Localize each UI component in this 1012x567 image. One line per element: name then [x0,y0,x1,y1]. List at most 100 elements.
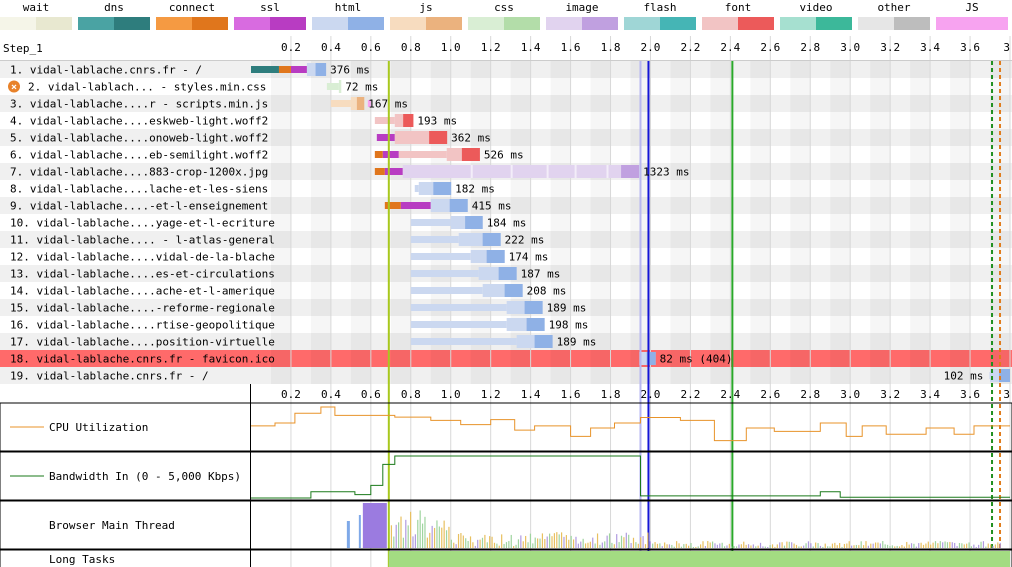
request-label: 7. vidal-lablache....883-crop-1200x.jpg [10,166,268,179]
main-thread-activity [664,542,666,548]
ssl-segment [290,66,307,73]
request-duration: 82 ms (404) [660,353,733,366]
request-duration: 72 ms [345,81,378,94]
main-thread-activity [731,546,733,548]
main-thread-activity [879,543,881,548]
main-thread-activity [747,544,750,548]
grid-column [870,61,890,384]
request-row: × [8,80,342,93]
row-background [0,78,1012,95]
image-chunk-gap [546,165,549,178]
cpu-area-border [0,402,1012,452]
main-thread-activity [546,536,548,548]
axis-tick-label-top: 1.0 [441,41,461,54]
request-data-chunk [999,369,1010,382]
legend-item-css: css [468,0,540,34]
request-duration: 184 ms [487,217,527,230]
main-thread-activity [486,542,488,548]
main-thread-activity [810,543,812,548]
main-thread-activity [635,542,637,548]
main-thread-activity [704,545,707,548]
request-label: 4. vidal-lablache....eskweb-light.woff2 [10,115,268,128]
axis-tick-label-bottom: 0.4 [321,388,341,401]
axis-tick-label-top: 1.4 [521,41,541,54]
grid-column [950,61,970,384]
legend-item-font: font [702,0,774,34]
axis-tick-label-top: 2.2 [680,41,700,54]
main-thread-activity [841,546,843,548]
request-data-chunk [315,63,327,76]
main-thread-activity [493,542,496,548]
main-thread-activity [596,533,599,548]
legend-swatch [858,17,930,30]
main-thread-activity [656,543,659,548]
legend-swatch [780,17,852,30]
main-thread-activity [839,543,841,548]
connect-segment [374,151,383,158]
grid-column [910,61,930,384]
main-thread-activity [908,544,910,548]
axis-tick-label-bottom: 2.2 [680,388,700,401]
main-thread-activity [874,542,877,548]
request-wait-segment [410,287,483,294]
main-thread-activity [800,546,802,548]
main-thread-activity [750,545,752,548]
main-thread-activity [460,533,462,548]
request-label: 2. vidal-lablach... - styles.min.css [28,81,266,94]
main-thread-activity [951,542,953,548]
legend-item-connect: connect [156,0,228,34]
request-row [376,131,448,144]
main-thread-activity [836,545,838,548]
main-thread-activity [474,545,476,548]
main-thread-activity [443,520,445,548]
request-row [414,182,452,195]
legend-swatch [468,17,540,30]
grid-column [830,61,850,384]
main-thread-activity [570,535,572,548]
main-thread-activity [611,542,613,548]
legend-label: html [334,1,362,14]
request-duration: 198 ms [549,319,589,332]
main-thread-activity [944,541,946,548]
main-thread-activity [587,542,589,548]
row-background [0,180,1012,197]
axis-tick-label-bottom: 1.2 [481,388,501,401]
legend-swatch [624,17,696,30]
header-row [0,36,1012,61]
main-thread-activity [402,537,404,548]
axis-tick-label-bottom: 0.2 [281,388,301,401]
main-thread-activity [580,541,582,548]
request-row [410,335,553,348]
axis-tick-label-bottom: 3.0 [840,388,860,401]
js-execution-segment [367,100,371,107]
main-thread-activity [738,544,740,548]
legend-item-html: html [312,0,384,34]
main-thread-activity [479,539,481,548]
main-thread-activity [992,545,994,548]
main-thread-activity [910,543,913,548]
request-data-chunk [433,182,452,195]
connect-segment [384,202,401,209]
request-data-chunk [482,233,501,246]
main-thread-activity [534,537,536,548]
main-thread-activity [702,541,704,548]
main-thread-activity [489,536,491,548]
axis-tick-label-bottom: 2.0 [641,388,661,401]
step-label: Step_1 [3,42,43,55]
request-wait-segment [410,219,451,226]
request-duration: 526 ms [484,149,524,162]
legend-label: flash [643,1,677,14]
request-data-chunk [534,335,553,348]
main-thread-activity [807,541,810,548]
long-tasks-label: Long Tasks [49,553,115,566]
main-thread-activity [508,541,510,548]
request-row [374,114,414,127]
main-thread-activity [477,539,479,548]
request-label: 15. vidal-lablache....-reforme-regionale [10,302,275,315]
request-data-chunk [486,250,505,263]
row-background [0,112,1012,129]
legend-label: js [419,1,433,14]
grid-column [790,61,810,384]
main-thread-activity [743,541,745,548]
request-data-chunk [646,352,656,365]
